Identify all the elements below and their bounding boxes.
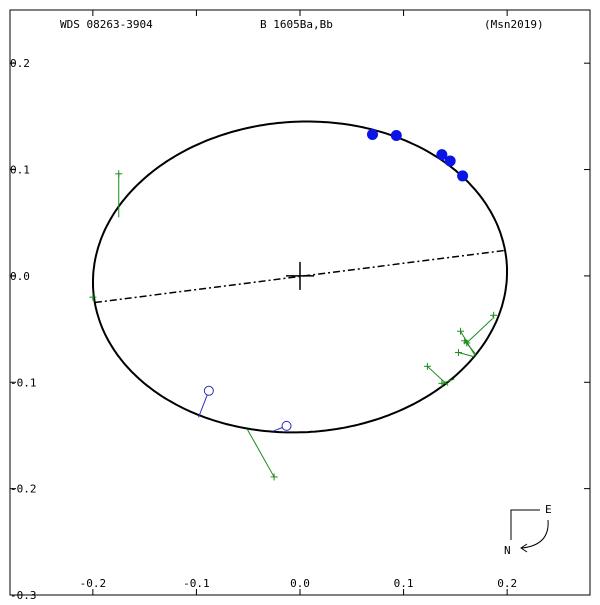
header-right: (Msn2019) <box>484 18 544 31</box>
filled-point <box>444 155 456 167</box>
open-point <box>203 385 214 396</box>
x-tick-label: 0.2 <box>497 577 517 590</box>
residual-line <box>460 330 476 356</box>
axes: -0.2 -0.1 0.0 0.1 0.2 0.2 0.1 0.0 -0.1 -0.2 -0.3 <box>9 9 591 602</box>
x-tick-label: -0.1 <box>183 577 210 590</box>
residual-line <box>466 318 493 344</box>
residual-line <box>458 352 475 358</box>
x-tick-label: 0.1 <box>394 577 414 590</box>
open-point <box>281 420 292 431</box>
filled-point <box>390 130 402 142</box>
compass: E N <box>504 503 552 557</box>
filled-point <box>457 170 469 182</box>
compass-north-label: N <box>504 544 511 557</box>
filled-point <box>367 128 378 140</box>
x-tick-label: -0.2 <box>80 577 107 590</box>
header-center: B 1605Ba,Bb <box>260 18 333 31</box>
residual-line <box>246 428 275 478</box>
filled-point <box>436 149 448 161</box>
compass-arrow <box>521 519 549 549</box>
chart-marks <box>89 120 508 481</box>
residual-line <box>441 378 455 384</box>
y-tick-label: 0.1 <box>10 164 30 177</box>
compass-arrowhead <box>520 543 528 553</box>
y-tick-label: -0.3 <box>10 589 37 600</box>
y-tick-label: -0.2 <box>10 483 37 496</box>
y-tick-label: -0.1 <box>10 376 37 389</box>
x-tick-label: 0.0 <box>290 577 310 590</box>
header-left: WDS 08263-3904 <box>60 18 153 31</box>
compass-east-label: E <box>545 503 552 516</box>
y-tick-label: 0.0 <box>10 270 30 283</box>
compass-frame <box>510 509 540 540</box>
y-tick-label: 0.2 <box>10 57 30 70</box>
